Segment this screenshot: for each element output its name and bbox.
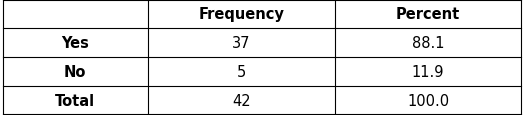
Text: 88.1: 88.1 xyxy=(412,36,444,51)
Text: 100.0: 100.0 xyxy=(407,93,449,108)
Text: Frequency: Frequency xyxy=(198,7,284,22)
Text: 5: 5 xyxy=(237,64,246,79)
Text: No: No xyxy=(64,64,86,79)
Text: Percent: Percent xyxy=(396,7,460,22)
Text: Total: Total xyxy=(55,93,95,108)
Text: Yes: Yes xyxy=(61,36,89,51)
Text: 11.9: 11.9 xyxy=(412,64,444,79)
Text: 42: 42 xyxy=(232,93,250,108)
Text: 37: 37 xyxy=(232,36,250,51)
